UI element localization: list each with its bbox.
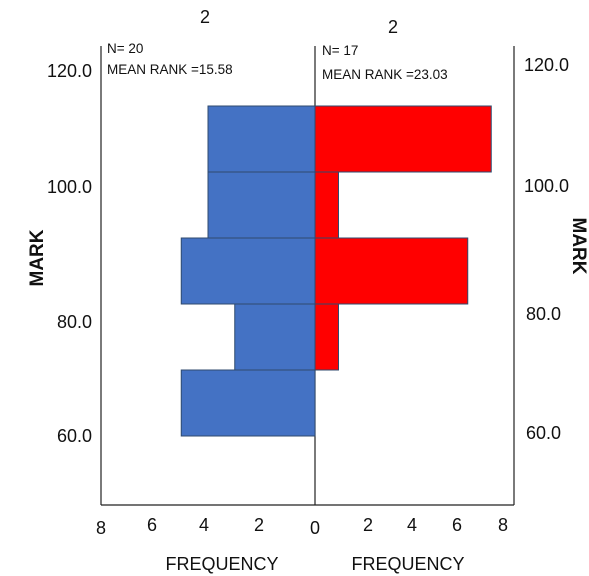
- left-bar: [207, 105, 316, 173]
- left-x-tick-label: 0: [310, 518, 320, 538]
- right-y-tick-label: 100.0: [524, 176, 569, 196]
- right-histogram-bars: [314, 105, 492, 371]
- left-x-tick-label: 4: [199, 515, 209, 535]
- left-y-tick-label: 100.0: [47, 177, 92, 197]
- left-x-tick-label: 6: [147, 515, 157, 535]
- right-x-tick-label: 6: [452, 515, 462, 535]
- right-bar: [314, 303, 339, 371]
- left-bar: [207, 171, 316, 239]
- left-panel-title: 2: [200, 7, 210, 27]
- left-x-tick-label: 8: [96, 518, 106, 538]
- right-panel-title: 2: [388, 17, 398, 37]
- left-y-axis-title: MARK: [27, 229, 48, 286]
- left-histogram-bars: [180, 105, 316, 437]
- right-x-axis-title: FREQUENCY: [351, 554, 464, 574]
- right-bar: [314, 237, 469, 305]
- right-y-tick-label: 80.0: [526, 304, 561, 324]
- right-bar: [314, 171, 339, 239]
- right-y-tick-label: 120.0: [524, 55, 569, 75]
- right-mean-rank-label: MEAN RANK =23.03: [322, 67, 448, 82]
- right-x-tick-label: 2: [363, 515, 373, 535]
- left-bar: [180, 369, 316, 437]
- left-bar: [180, 237, 316, 305]
- left-n-label: N= 20: [107, 41, 143, 56]
- left-mean-rank-label: MEAN RANK =15.58: [107, 62, 233, 77]
- right-y-axis-title: MARK: [568, 218, 589, 275]
- right-bar: [314, 105, 492, 173]
- left-y-tick-label: 120.0: [47, 61, 92, 81]
- left-bar: [234, 303, 316, 371]
- left-x-tick-label: 2: [254, 515, 264, 535]
- left-y-tick-label: 80.0: [57, 312, 92, 332]
- left-x-axis-title: FREQUENCY: [165, 554, 278, 574]
- right-y-tick-label: 60.0: [526, 423, 561, 443]
- right-n-label: N= 17: [322, 43, 358, 58]
- right-x-tick-label: 8: [498, 515, 508, 535]
- left-y-tick-label: 60.0: [57, 426, 92, 446]
- right-x-tick-label: 4: [407, 515, 417, 535]
